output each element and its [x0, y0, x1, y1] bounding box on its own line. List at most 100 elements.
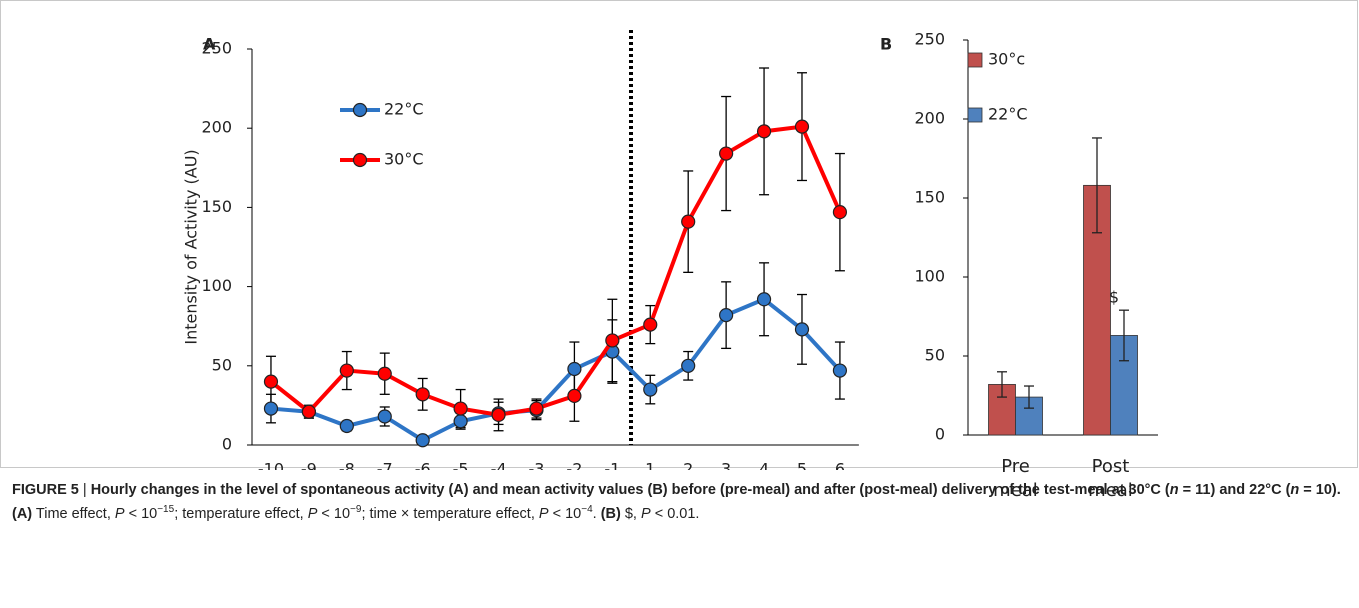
point [794, 119, 810, 134]
point [415, 387, 430, 402]
caption-text: < 10 [124, 506, 158, 522]
x-tick-label: -7 [377, 460, 393, 471]
caption-text: = 11) and 22°C ( [1178, 482, 1291, 498]
caption-text: P [641, 506, 651, 522]
point [643, 317, 658, 332]
caption-text: ; time × temperature effect, [361, 506, 539, 522]
point [339, 418, 354, 434]
x-tick-label: 5 [797, 460, 807, 471]
point [301, 404, 316, 419]
y-tick-label: 150 [914, 188, 945, 207]
x-tick-label: -3 [528, 460, 544, 471]
x-tick-label: -4 [491, 460, 507, 471]
caption-text: ; temperature effect, [174, 506, 308, 522]
caption-text: n [1290, 482, 1300, 498]
point [453, 401, 468, 416]
y-tick-label: 200 [914, 109, 945, 128]
x-tick-label: 2 [683, 460, 693, 471]
caption-text: P [538, 506, 549, 522]
legend-label: 30°c [988, 50, 1025, 69]
y-tick-label: 250 [914, 30, 945, 49]
panel-label: A [203, 35, 216, 54]
legend-swatch [967, 107, 983, 123]
caption-text: n [1169, 482, 1179, 498]
x-tick-label: Post meal [1088, 456, 1133, 501]
point [567, 388, 582, 403]
y-tick-label: 100 [914, 267, 945, 286]
legend-marker [352, 152, 368, 168]
legend-swatch [967, 52, 983, 68]
y-tick-label: 50 [212, 355, 232, 374]
legend-label: 22°C [988, 105, 1028, 124]
series-line [269, 124, 842, 417]
x-tick-label: 3 [721, 460, 731, 471]
point [415, 433, 430, 448]
x-tick-label: -5 [453, 460, 469, 471]
caption-text: −4 [581, 504, 593, 516]
point [377, 409, 392, 424]
x-tick-label: 4 [759, 460, 769, 471]
caption-text: Time effect, [32, 506, 115, 522]
y-tick-label: 250 [201, 39, 232, 58]
point [453, 414, 468, 429]
caption-text: . [592, 506, 601, 522]
frame [0, 0, 1358, 468]
panel-label: B [880, 35, 892, 54]
caption-text: FIGURE 5 [12, 482, 79, 498]
point [681, 358, 696, 373]
x-tick-label: -9 [301, 460, 317, 471]
x-tick-label: -10 [258, 460, 284, 471]
caption-text: (B) [600, 506, 621, 522]
point [756, 292, 772, 307]
point [529, 401, 544, 416]
legend-label: 30°C [384, 150, 424, 169]
point [719, 146, 734, 161]
caption-text: < 10 [548, 506, 582, 522]
point [605, 333, 620, 348]
point [794, 322, 810, 337]
point [377, 366, 392, 381]
caption-text: P [307, 506, 318, 522]
caption-text: < 10 [317, 506, 351, 522]
y-tick-label: 200 [201, 118, 232, 137]
caption-text: Hourly changes in the level of spontaneo… [90, 482, 1170, 498]
caption-text: < 0.01. [650, 506, 700, 522]
point [719, 308, 734, 323]
legend-marker [352, 102, 368, 118]
y-axis-label: Intensity of Activity (AU) [182, 149, 201, 344]
x-tick-label: -2 [566, 460, 582, 471]
x-tick-label: -6 [415, 460, 431, 471]
series-line [270, 296, 842, 443]
point [263, 401, 279, 416]
point [832, 205, 848, 220]
legend-label: 22°C [384, 100, 424, 119]
caption: FIGURE 5 | Hourly changes in the level o… [12, 478, 1347, 526]
point [832, 363, 848, 378]
y-tick-label: 0 [222, 435, 232, 454]
y-tick-label: 50 [925, 346, 945, 365]
point [567, 361, 582, 377]
x-tick-label: -8 [339, 460, 355, 471]
y-tick-label: 150 [201, 197, 232, 216]
x-tick-label: 6 [835, 460, 845, 471]
point [756, 124, 772, 139]
caption-text: −9 [350, 504, 362, 516]
y-tick-label: 0 [935, 425, 945, 444]
x-tick-label: 1 [645, 460, 655, 471]
annotation: $ [1109, 288, 1119, 307]
point [491, 407, 506, 423]
caption-text: P [114, 506, 125, 522]
point [681, 214, 696, 229]
point [643, 382, 658, 397]
caption-text: | [78, 482, 91, 498]
point [339, 363, 354, 378]
caption-text: = 10). (A) [12, 482, 1341, 522]
x-tick-label: -1 [604, 460, 620, 471]
y-tick-label: 100 [201, 276, 232, 295]
caption-text: $, [620, 506, 641, 522]
point [263, 374, 279, 389]
caption-text: −15 [157, 504, 175, 516]
x-tick-label: Pre meal [993, 456, 1038, 501]
